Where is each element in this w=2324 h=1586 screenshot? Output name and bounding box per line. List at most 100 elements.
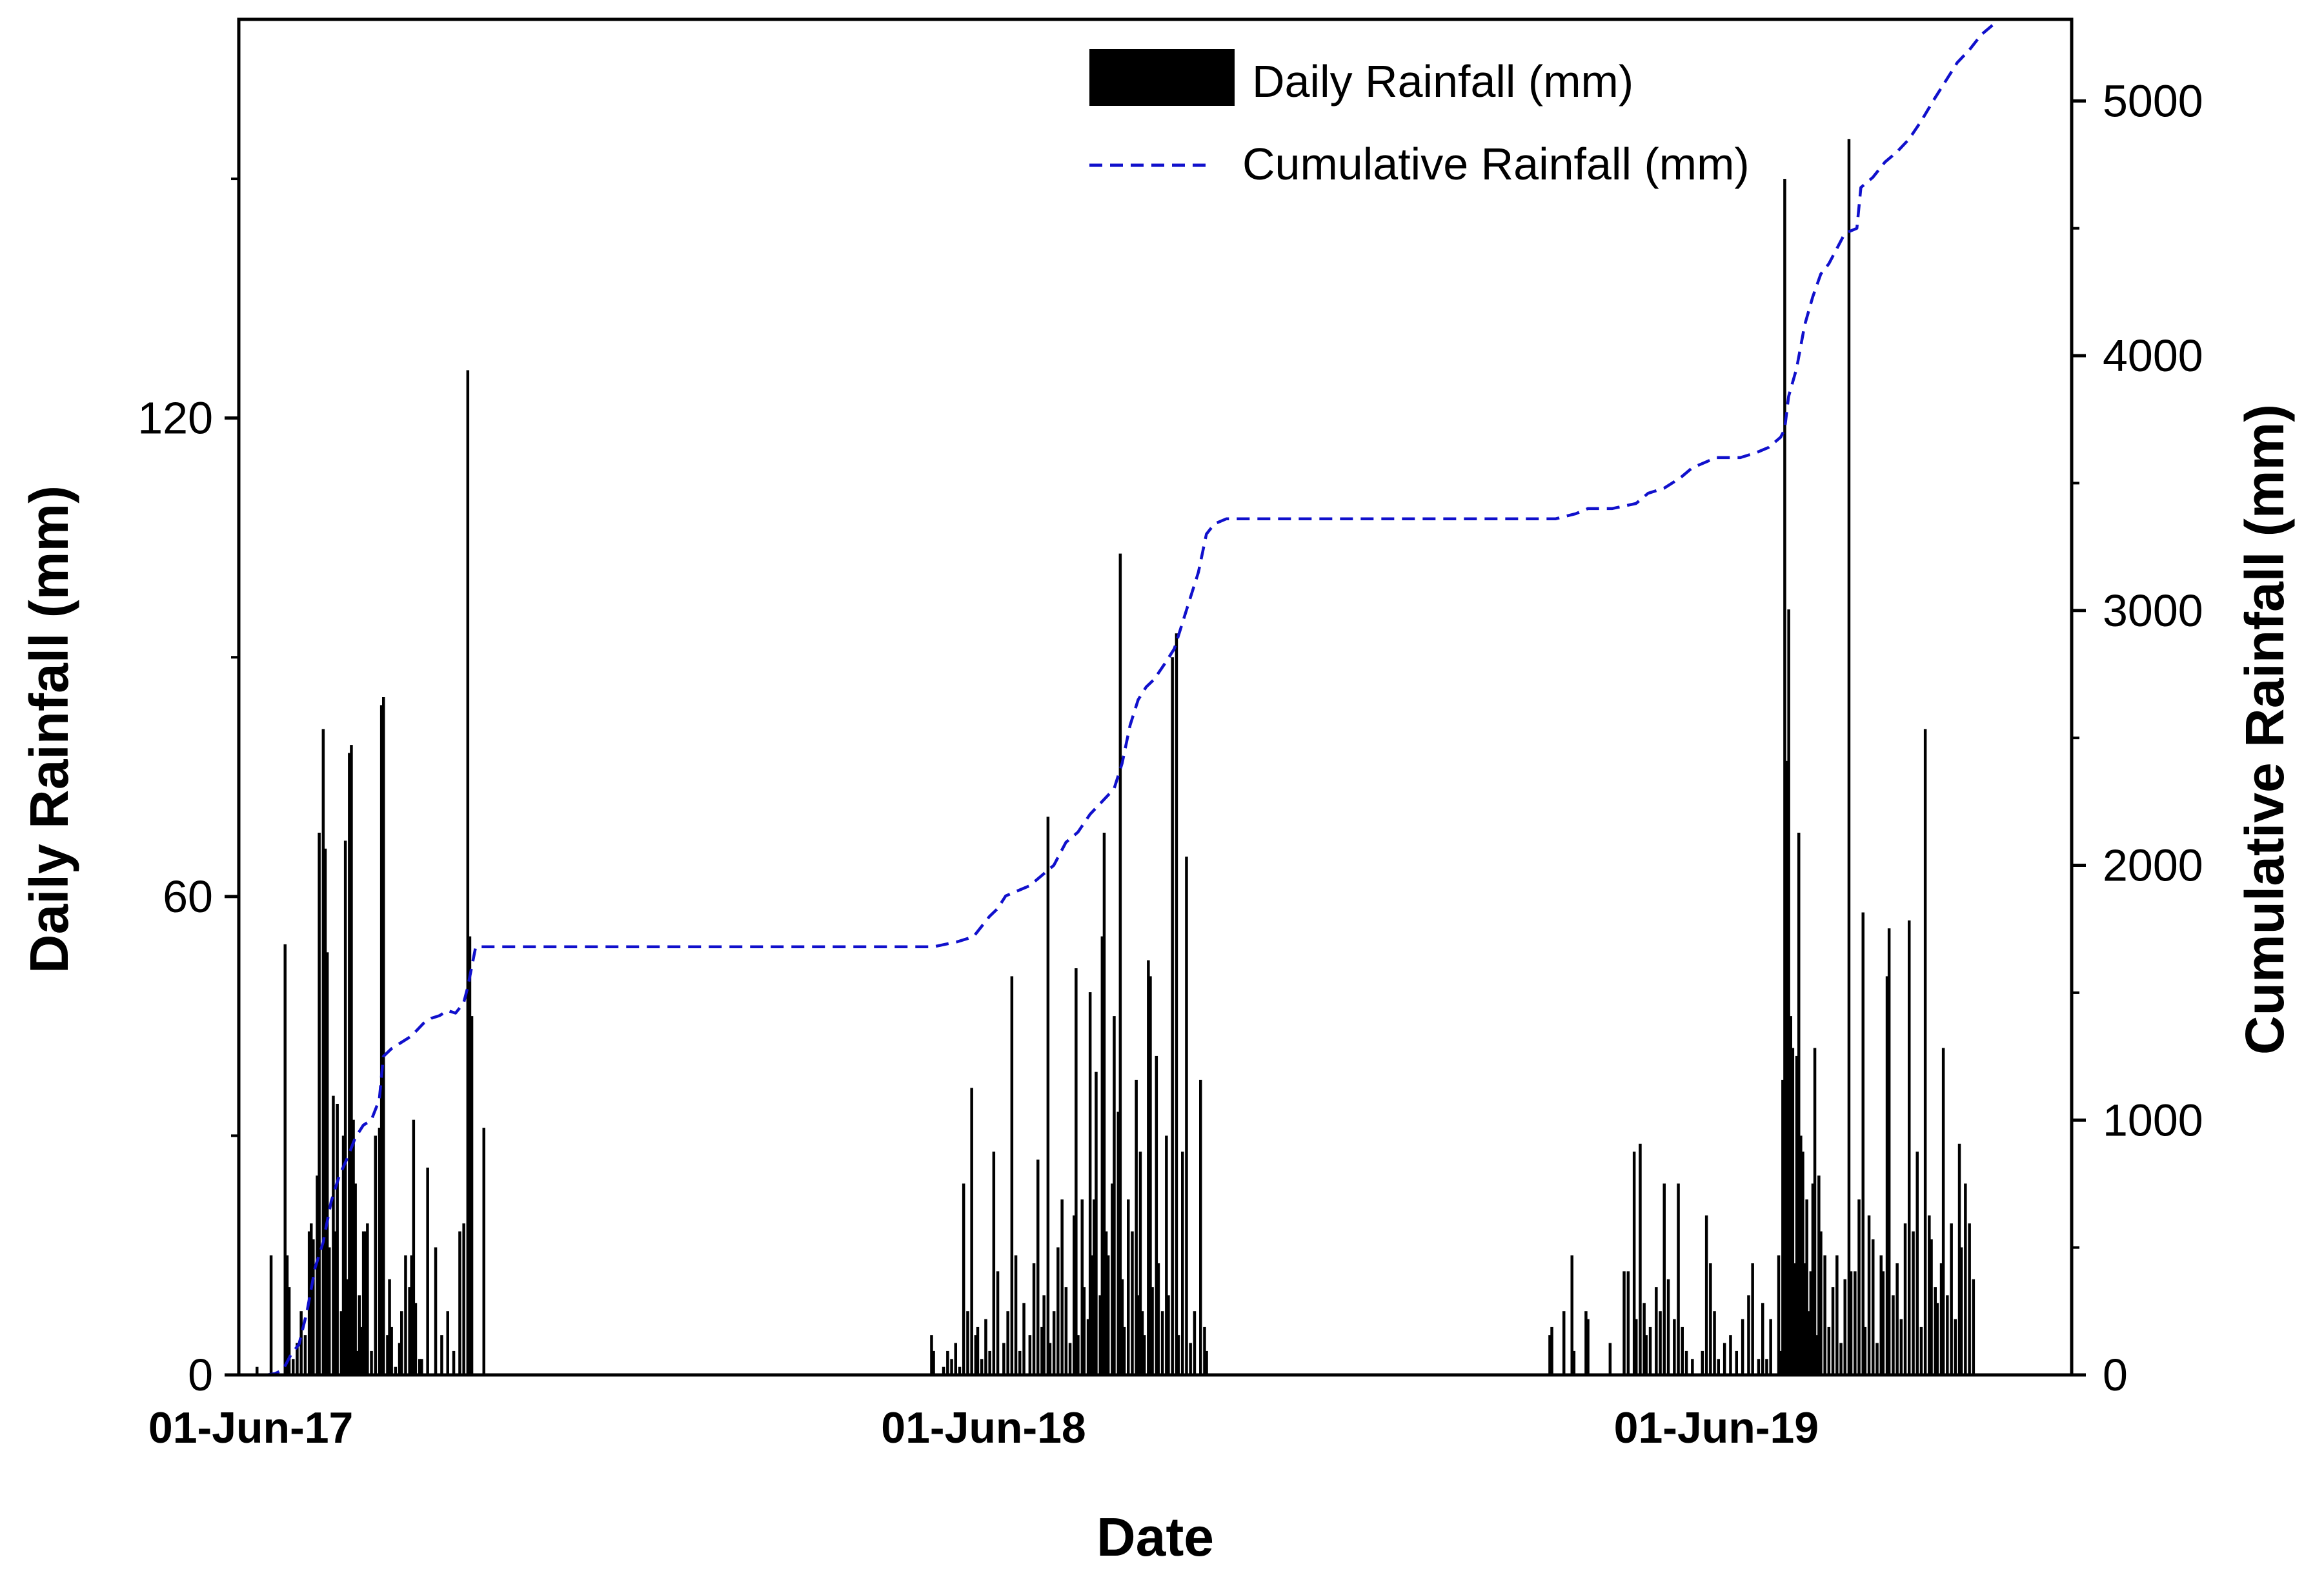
rainfall-bar [364,1231,367,1375]
rainfall-bar [1809,1271,1813,1375]
left-tick-label: 120 [137,393,213,443]
rainfall-bar [1923,729,1927,1375]
rainfall-bar [1113,1016,1116,1375]
rainfall-bar [1701,1350,1704,1375]
rainfall-bar [1193,1311,1197,1375]
rainfall-bar [404,1255,407,1375]
rainfall-bar [434,1247,438,1375]
rainfall-bar [285,1255,289,1375]
rainfall-bar [1935,1303,1939,1375]
rainfall-bar [1835,1255,1839,1375]
rainfall-bar [1861,912,1864,1375]
rainfall-bar [374,1135,377,1375]
rainfall-bar [1684,1350,1688,1375]
legend: Daily Rainfall (mm) Cumulative Rainfall … [1089,49,1750,189]
rainfall-bar [1903,1223,1907,1375]
rainfall-bar [1562,1311,1566,1375]
rainfall-bar [388,1279,391,1375]
rainfall-bar [1709,1263,1712,1375]
rainfall-bar [1131,1231,1134,1375]
rainfall-bar [1080,1199,1084,1375]
rainfall-bar [1823,1255,1826,1375]
rainfall-bar [1793,1263,1797,1375]
rainfall-bar [352,1119,355,1375]
rainfall-bar [283,944,287,1375]
right-tick-label: 4000 [2103,330,2203,381]
rainfall-bar [446,1311,449,1375]
rainfall-bar [1056,1247,1060,1375]
rainfall-bar [1572,1350,1576,1375]
rainfall-bar [970,1088,973,1375]
rainfall-bar [966,1311,969,1375]
rainfall-bar [400,1311,403,1375]
rainfall-bar [1095,1072,1098,1375]
rainfall-bar [1797,833,1801,1375]
rainfall-bar [1704,1215,1708,1375]
rainfall-bar [980,1359,984,1375]
rainfall-bar [348,753,351,1375]
rainfall-bar [378,1128,381,1375]
rainfall-bar [1157,1263,1160,1375]
rainfall-bar [1779,1350,1783,1375]
rainfall-bar [482,1128,485,1375]
rainfall-bar [1185,857,1188,1375]
rainfall-bar [1181,1152,1184,1375]
rainfall-bar [1117,1112,1120,1375]
rainfall-bar [1046,817,1050,1375]
rainfall-bar [1964,1183,1967,1375]
rainfall-bar [332,1095,335,1375]
rainfall-bar [1644,1335,1648,1375]
right-tick-label: 5000 [2103,76,2203,126]
rainfall-bar [1032,1263,1036,1375]
rainfall-bar [1088,992,1092,1375]
rainfall-bar [1968,1223,1971,1375]
rainfall-bar [1102,833,1106,1375]
rainfall-bar [954,1343,957,1375]
rainfall-bar [1642,1303,1646,1375]
rainfall-bar [1819,1231,1823,1375]
rainfall-bar [1093,1199,1096,1375]
rainfall-bar [1765,1359,1768,1375]
rainfall-bar [1787,609,1790,1375]
rainfall-bar [1120,1279,1124,1375]
rainfall-bar [303,1335,307,1375]
rainfall-bar [323,848,327,1375]
rainfall-bar [1887,928,1891,1375]
x-tick-label: 01-Jun-19 [1614,1403,1819,1452]
rainfall-bar [1783,179,1786,1376]
rainfall-bar [1747,1295,1750,1375]
rainfall-bar [1165,1135,1168,1375]
rainfall-bar [1717,1359,1720,1375]
rainfall-bar [1875,1343,1879,1375]
rainfall-bar [1189,1343,1192,1375]
rainfall-bar [1677,1183,1680,1375]
rainfall-bar [1064,1287,1068,1375]
rainfall-bar [1972,1279,1975,1375]
rainfall-bar [420,1359,423,1375]
rainfall-bar [310,1223,313,1375]
rainfall-bar [356,1350,359,1375]
rainfall-bar [379,705,383,1375]
rainfall-bar [462,1223,465,1375]
rainfall-bar [1086,1319,1090,1375]
rainfall-bar [1010,976,1014,1375]
rainfall-bar [1928,1215,1931,1375]
rainfall-bar [930,1335,933,1375]
rainfall-bar [1912,1231,1915,1375]
rainfall-bar [1713,1311,1716,1375]
rainfall-bar [962,1183,965,1375]
rainfall-bar [1879,1255,1883,1375]
rainfall-bar [1082,1287,1086,1375]
rainfall-bar [452,1350,456,1375]
rainfall-bar [418,1359,421,1375]
rainfall-bar [361,1231,365,1375]
rainfall-bar [410,1255,413,1375]
rainfall-bar [1160,1311,1164,1375]
rainfall-bar [1091,1255,1094,1375]
rainfall-bar [256,1367,259,1375]
rainfall-bar [992,1152,996,1375]
rainfall-bar [1769,1319,1772,1375]
rainfall-bar [359,1327,363,1375]
rainfall-bar [1811,1183,1815,1375]
